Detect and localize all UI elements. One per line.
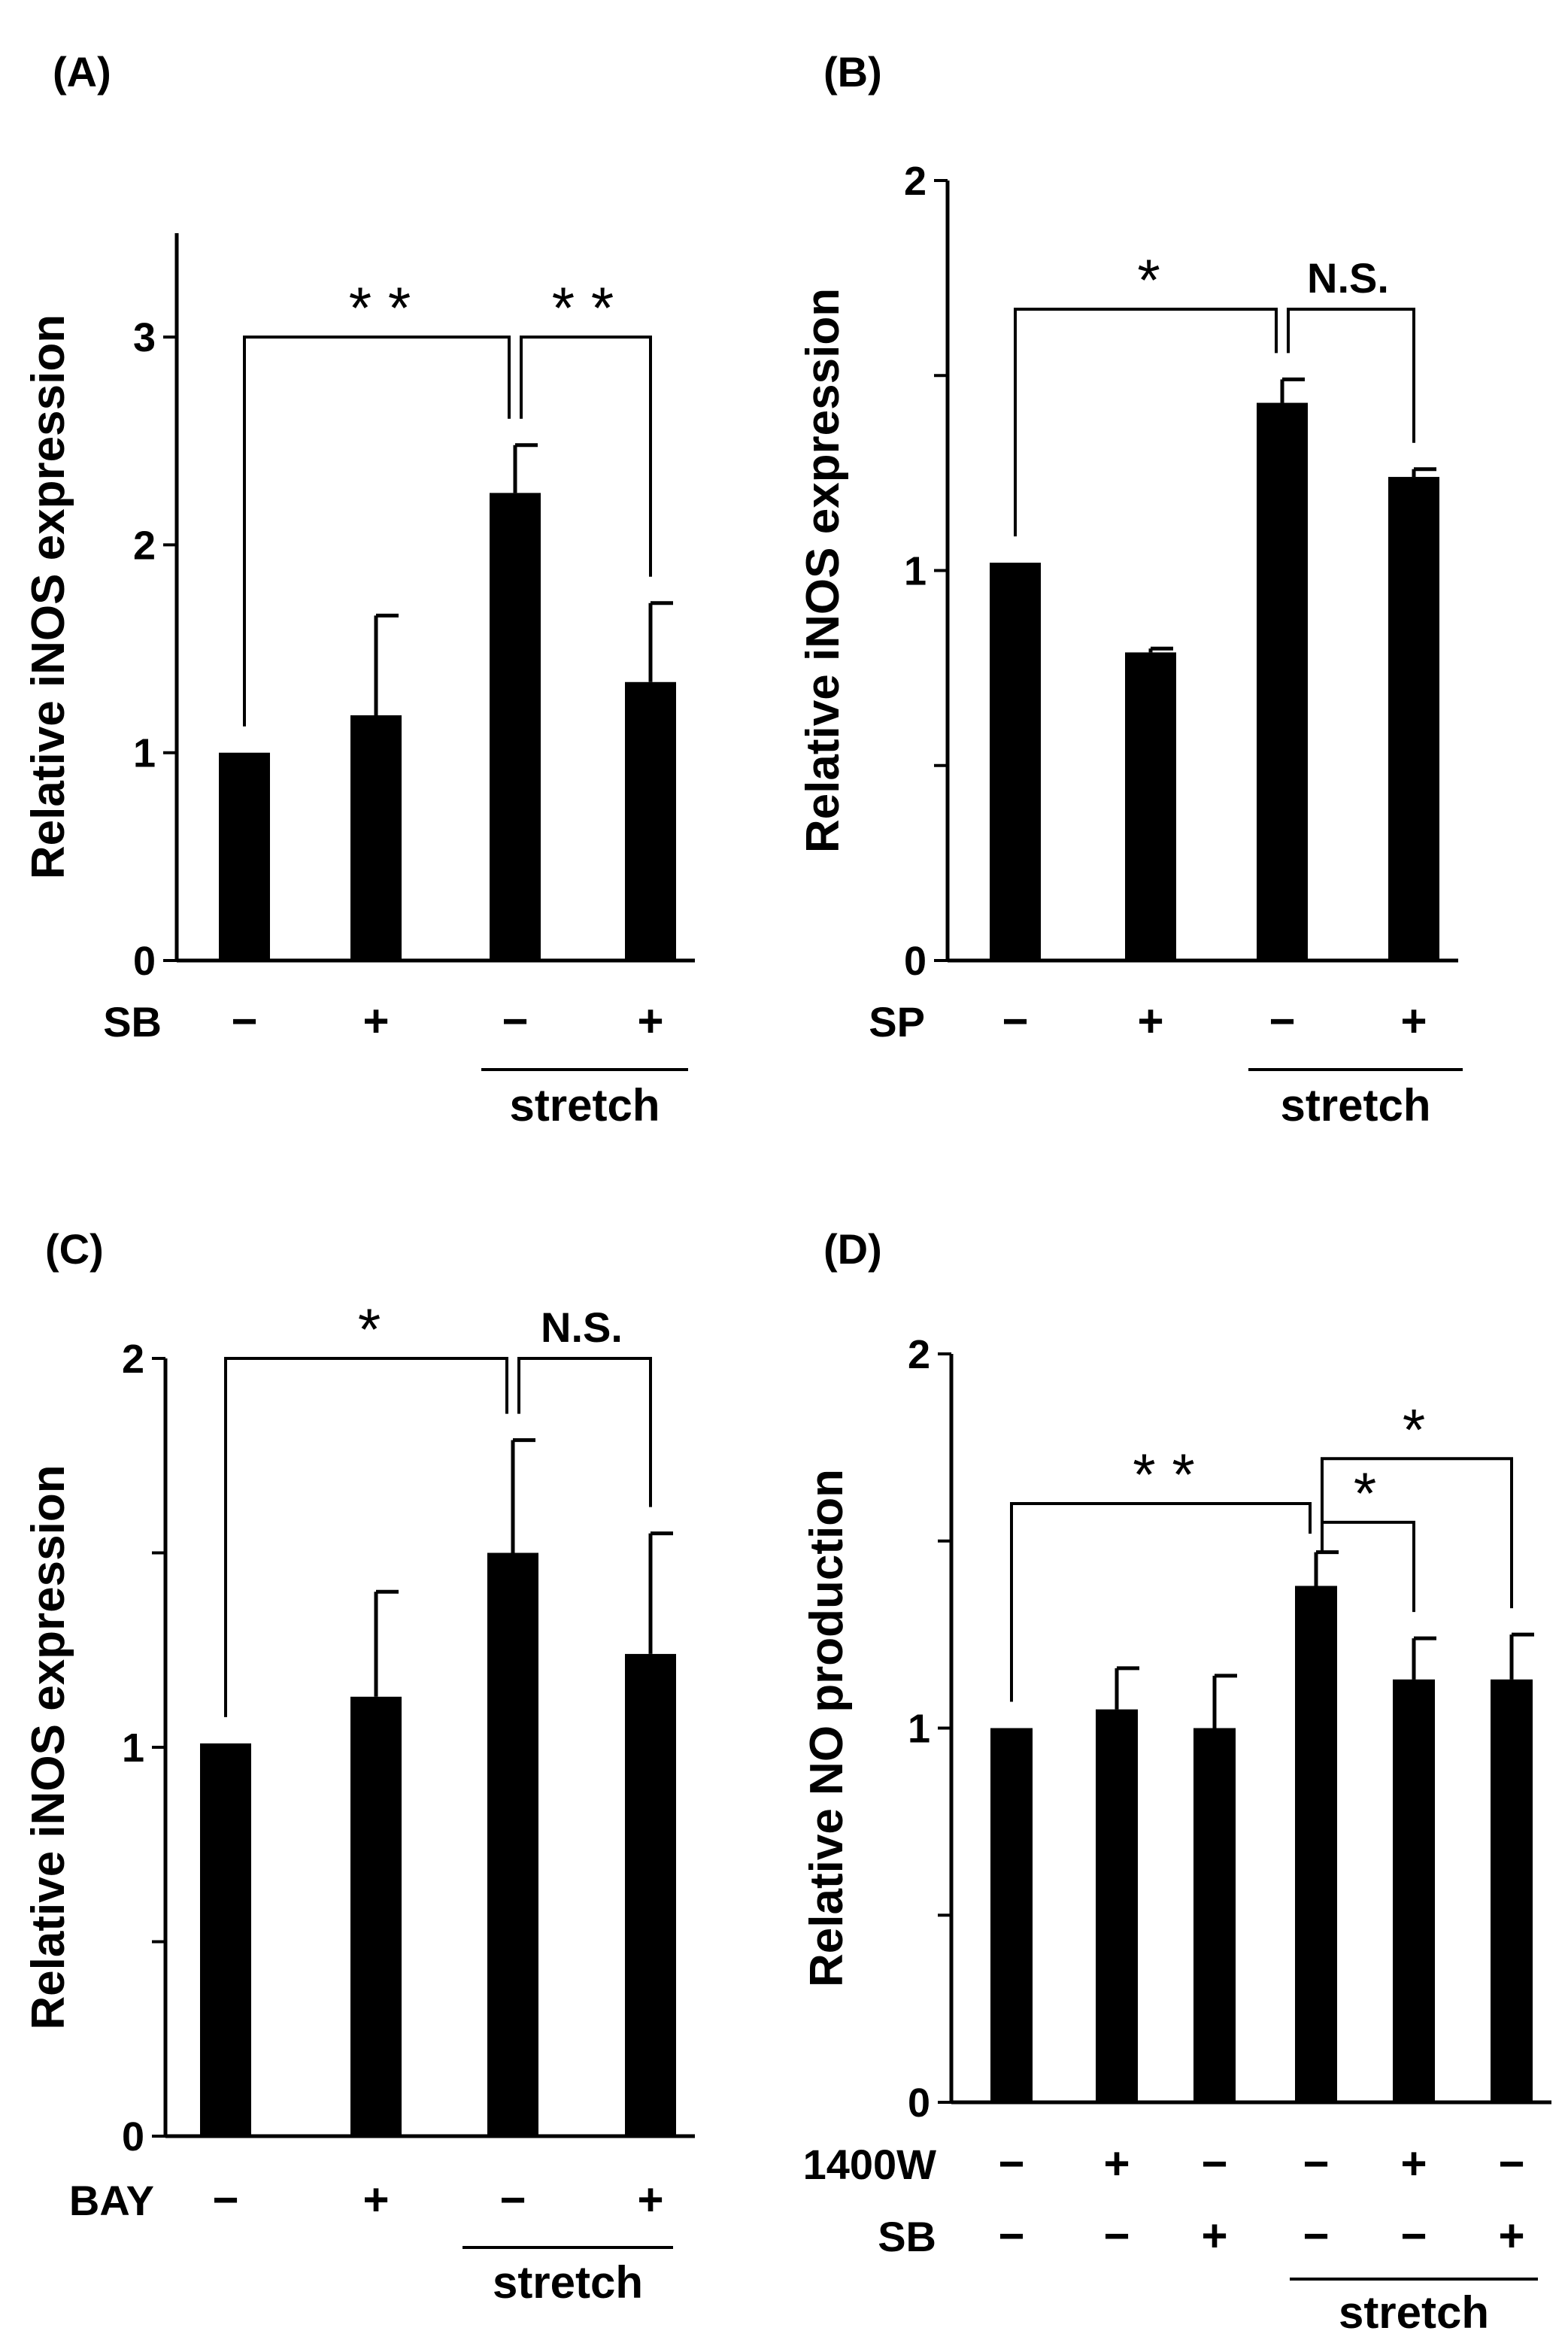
y-tick-label: 2 <box>908 1332 930 1377</box>
condition-sign: − <box>998 2211 1024 2261</box>
bar <box>1193 1728 1236 2102</box>
condition-label: BAY <box>69 2177 154 2224</box>
bar <box>1393 1679 1435 2102</box>
significance-bracket <box>1321 1520 1415 1613</box>
bar <box>1125 652 1176 961</box>
significance-label: * <box>1354 1460 1376 1526</box>
significance-bracket <box>1287 308 1415 443</box>
significance-bracket <box>1010 1502 1312 1702</box>
bar <box>350 1696 402 2136</box>
condition-sign: − <box>1103 2211 1130 2261</box>
condition-sign: + <box>1400 996 1427 1046</box>
panel-label: (C) <box>45 1225 104 1273</box>
significance-bracket <box>243 335 511 727</box>
y-tick-label: 1 <box>133 731 156 776</box>
y-tick-label: 0 <box>133 939 156 984</box>
condition-sign: + <box>1201 2211 1227 2261</box>
bar <box>625 1653 676 2136</box>
significance-bracket <box>1321 1457 1513 1609</box>
y-tick-label: 2 <box>904 159 927 204</box>
bar <box>1388 477 1439 961</box>
bar <box>200 1743 251 2136</box>
bar <box>490 493 541 961</box>
y-axis-label: Relative iNOS expression <box>23 314 74 879</box>
condition-sign: − <box>1400 2211 1427 2261</box>
stretch-label: stretch <box>493 2257 643 2308</box>
bar <box>487 1552 538 2136</box>
panel-label: (A) <box>53 48 111 96</box>
panel-0: (A) Relative iNOS expression 0 1 2 3 SB − + − + str… <box>23 48 695 1131</box>
bar <box>990 563 1041 961</box>
y-tick-label: 0 <box>122 2114 144 2159</box>
condition-sign: + <box>1498 2211 1524 2261</box>
condition-label: SB <box>103 998 162 1046</box>
stretch-label: stretch <box>509 1080 660 1131</box>
significance-bracket <box>1014 308 1278 537</box>
panel-label: (B) <box>823 48 882 96</box>
condition-sign: − <box>1201 2138 1227 2189</box>
condition-sign: + <box>637 2175 663 2225</box>
bar <box>219 752 270 961</box>
significance-label: N.S. <box>1307 254 1389 302</box>
y-axis-label: Relative iNOS expression <box>23 1464 74 2029</box>
y-tick-label: 2 <box>122 1337 144 1382</box>
significance-label: N.S. <box>541 1304 623 1351</box>
y-axis-label: Relative NO production <box>801 1469 853 1987</box>
condition-sign: − <box>1303 2138 1329 2189</box>
condition-sign: + <box>1103 2138 1130 2189</box>
significance-bracket <box>517 1357 652 1507</box>
significance-label: * * <box>349 275 411 341</box>
significance-bracket <box>520 335 652 577</box>
panel-2: (C) Relative iNOS expression 0 1 2 BAY − + − + str… <box>23 1225 695 2308</box>
bar <box>1096 1709 1138 2102</box>
condition-sign: + <box>362 2175 389 2225</box>
y-tick-label: 1 <box>122 1725 144 1771</box>
condition-sign: − <box>1002 996 1028 1046</box>
y-tick-label: 1 <box>908 1707 930 1752</box>
condition-sign: − <box>231 996 257 1046</box>
condition-sign: − <box>212 2175 238 2225</box>
condition-sign: − <box>1303 2211 1329 2261</box>
panel-label: (D) <box>823 1225 882 1273</box>
significance-bracket <box>224 1357 508 1717</box>
y-tick-label: 0 <box>908 2080 930 2126</box>
condition-sign: + <box>1137 996 1163 1046</box>
condition-sign: − <box>502 996 528 1046</box>
bar <box>350 715 402 961</box>
condition-sign: − <box>499 2175 526 2225</box>
condition-sign: + <box>362 996 389 1046</box>
bar <box>1295 1586 1337 2102</box>
bar <box>1257 402 1308 961</box>
significance-label: * * <box>552 275 614 341</box>
significance-label: * <box>358 1296 381 1362</box>
bar <box>990 1728 1033 2102</box>
condition-sign: + <box>637 996 663 1046</box>
y-tick-label: 3 <box>133 315 156 360</box>
condition-sign: − <box>1498 2138 1524 2189</box>
panel-1: (B) Relative iNOS expression 0 1 2 SP − + − + stre… <box>797 48 1463 1131</box>
condition-label: SB <box>878 2213 936 2260</box>
condition-sign: + <box>1400 2138 1427 2189</box>
stretch-label: stretch <box>1339 2287 1489 2338</box>
panel-3: (D) Relative NO production 0 1 2 1400W − + − − + − S… <box>801 1225 1551 2338</box>
significance-label: * * <box>1133 1441 1194 1507</box>
bar <box>1491 1679 1533 2102</box>
y-axis-label: Relative iNOS expression <box>797 288 849 853</box>
condition-sign: − <box>998 2138 1024 2189</box>
condition-label: SP <box>869 998 925 1046</box>
condition-label: 1400W <box>803 2141 937 2188</box>
significance-label: * <box>1137 247 1160 313</box>
y-tick-label: 1 <box>904 549 927 594</box>
stretch-label: stretch <box>1280 1080 1430 1131</box>
bar <box>625 681 676 961</box>
condition-sign: − <box>1269 996 1295 1046</box>
significance-label: * <box>1403 1396 1425 1462</box>
y-tick-label: 0 <box>904 939 927 984</box>
y-tick-label: 2 <box>133 523 156 568</box>
